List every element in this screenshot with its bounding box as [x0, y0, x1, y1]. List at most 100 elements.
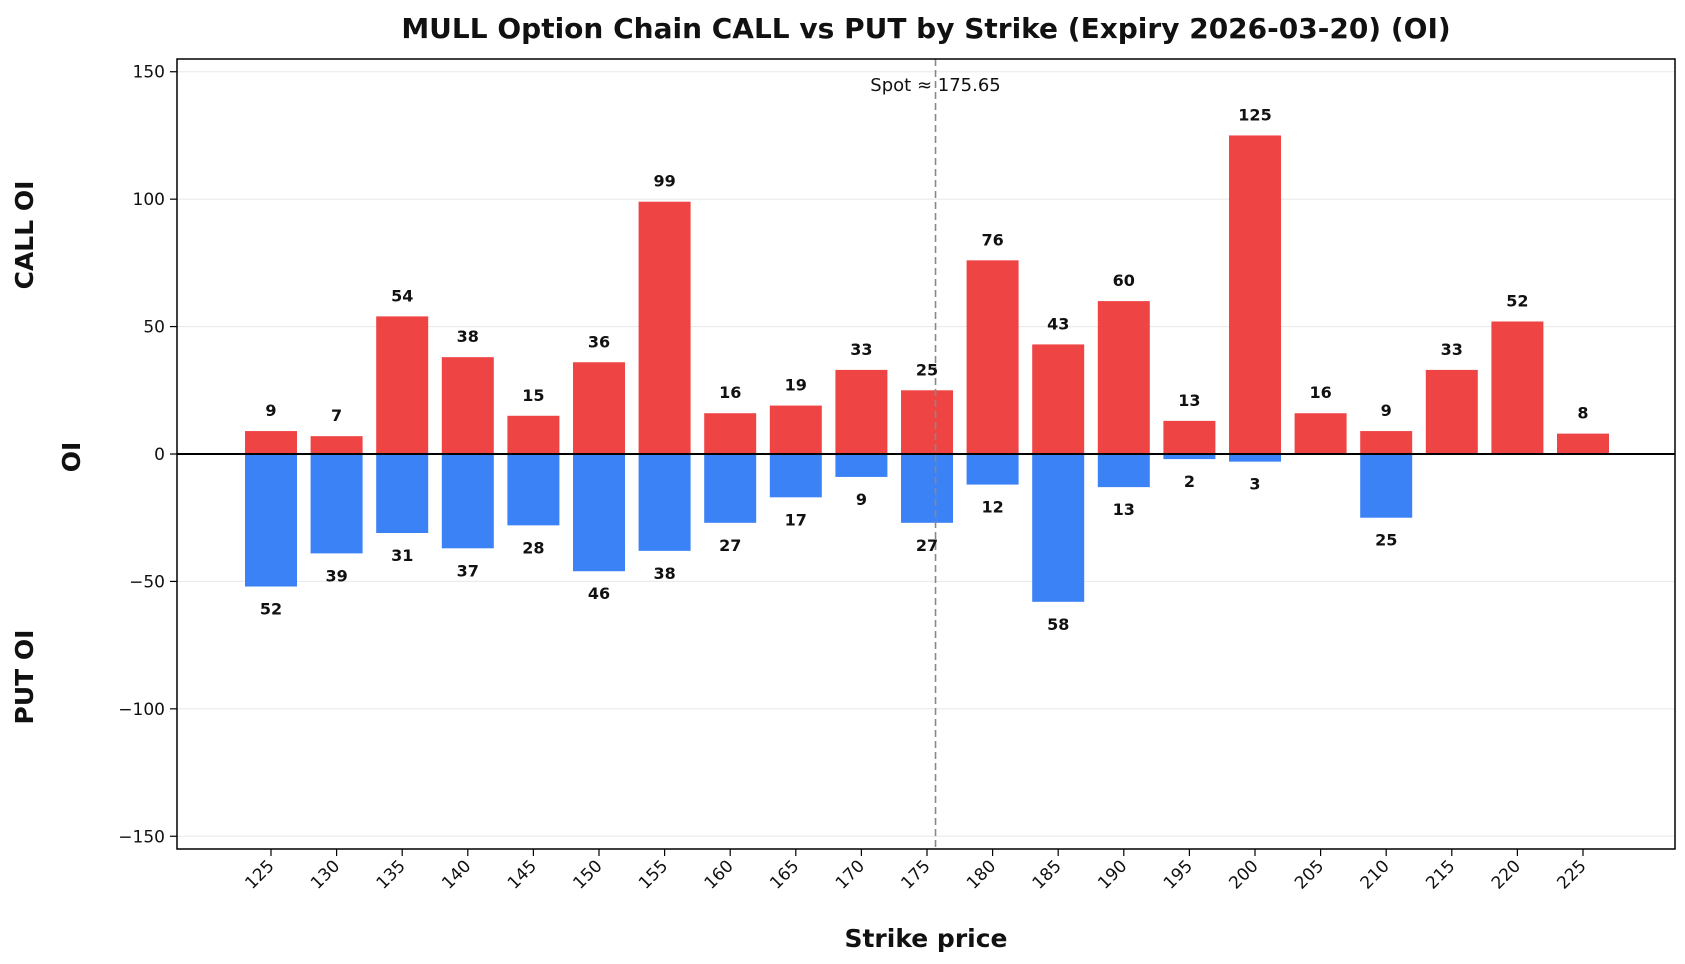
put-bar-label: 58 [1047, 615, 1069, 634]
call-bar [376, 316, 429, 454]
y-tick-label: 50 [143, 318, 165, 338]
put-bar-label: 9 [856, 490, 867, 509]
call-bar-label: 16 [1309, 383, 1331, 402]
call-bar-label: 76 [981, 230, 1003, 249]
x-axis-ticks: 125 130 135 140 145 150 155 160 165 170 175 180 185 1… [241, 849, 1591, 893]
x-tick-label: 215 [1422, 856, 1459, 893]
call-bar-label: 8 [1577, 404, 1588, 423]
call-bar-label: 125 [1238, 105, 1271, 124]
x-axis-label: Strike price [844, 924, 1007, 953]
x-tick-label: 170 [832, 856, 869, 893]
put-bar-label: 12 [981, 498, 1003, 517]
call-bar-label: 60 [1113, 271, 1135, 290]
x-tick-label: 160 [701, 856, 738, 893]
put-bar [835, 454, 888, 477]
put-bar-label: 25 [1375, 531, 1397, 550]
x-tick-label: 210 [1357, 856, 1394, 893]
call-bar [1360, 431, 1413, 454]
call-bar [835, 369, 888, 454]
bars [245, 135, 1609, 602]
x-tick-label: 125 [241, 856, 278, 893]
call-bar [966, 260, 1019, 454]
put-bar-label: 46 [588, 584, 610, 603]
x-tick-label: 225 [1553, 856, 1590, 893]
call-bar [507, 415, 560, 454]
call-bar-label: 99 [653, 172, 675, 191]
call-bar-label: 36 [588, 332, 610, 351]
put-bar [901, 454, 953, 523]
x-tick-label: 150 [569, 856, 606, 893]
put-bar [310, 454, 363, 554]
chart-title: MULL Option Chain CALL vs PUT by Strike … [401, 12, 1450, 45]
y-axis-ticks: −150 −100 −50 0 50 100 150 [118, 63, 177, 847]
call-bar-label: 52 [1506, 291, 1528, 310]
put-bar [245, 454, 297, 587]
put-bar-label: 31 [391, 546, 413, 565]
call-bar-label: 9 [1381, 401, 1392, 420]
put-bar [769, 454, 822, 498]
put-bar [441, 454, 494, 549]
call-bar [901, 390, 953, 454]
call-bar [769, 405, 822, 454]
x-tick-label: 135 [373, 856, 410, 893]
x-tick-label: 185 [1029, 856, 1066, 893]
x-tick-label: 205 [1291, 856, 1328, 893]
put-bar-label: 38 [653, 564, 675, 583]
y-axis-label: OI [57, 442, 86, 473]
call-bar [1491, 321, 1544, 454]
x-tick-label: 130 [307, 856, 344, 893]
call-bar [1163, 420, 1216, 454]
call-bar [638, 201, 691, 454]
put-bar-label: 13 [1113, 500, 1135, 519]
spot-label: Spot ≈ 175.65 [870, 75, 1000, 96]
put-bar [1097, 454, 1150, 488]
call-bar-label: 38 [457, 327, 479, 346]
call-bar [1032, 344, 1085, 454]
call-bar-label: 33 [850, 340, 872, 359]
put-bar [1032, 454, 1085, 602]
y-tick-label: −100 [118, 700, 165, 720]
put-bar-label: 52 [260, 600, 282, 619]
x-tick-label: 155 [635, 856, 672, 893]
call-bar-label: 54 [391, 286, 413, 305]
x-tick-label: 190 [1094, 856, 1131, 893]
call-bar-label: 9 [265, 401, 276, 420]
call-bar [704, 413, 757, 454]
call-bar-label: 16 [719, 383, 741, 402]
put-bar-label: 2 [1184, 472, 1195, 491]
put-bar-label: 3 [1249, 475, 1260, 494]
call-bar [1097, 301, 1150, 454]
x-tick-label: 175 [897, 856, 934, 893]
y-tick-label: −50 [129, 572, 165, 592]
x-tick-label: 140 [438, 856, 475, 893]
call-bar-label: 7 [331, 406, 342, 425]
call-bar [1294, 413, 1347, 454]
call-bar [573, 362, 625, 454]
y-tick-label: 0 [154, 445, 165, 465]
call-bar-label: 15 [522, 386, 544, 405]
y-tick-label: −150 [118, 827, 165, 847]
put-bar [376, 454, 429, 533]
call-bar-label: 25 [916, 360, 938, 379]
put-bar [704, 454, 757, 523]
call-bar-label: 33 [1441, 340, 1463, 359]
put-bar [966, 454, 1019, 485]
call-bar [1425, 369, 1478, 454]
put-bar [1229, 454, 1281, 462]
x-tick-label: 200 [1225, 856, 1262, 893]
put-bar [638, 454, 691, 551]
put-bar [573, 454, 625, 572]
call-bar-label: 13 [1178, 391, 1200, 410]
put-bar [1163, 454, 1216, 460]
put-bar-label: 28 [522, 538, 544, 557]
x-tick-label: 180 [963, 856, 1000, 893]
call-bar [310, 436, 363, 454]
put-bar [1360, 454, 1413, 518]
put-bar-label: 37 [457, 561, 479, 580]
x-tick-label: 220 [1488, 856, 1525, 893]
call-bar [245, 431, 297, 454]
y-tick-label: 150 [133, 63, 165, 83]
put-bar-label: 27 [916, 536, 938, 555]
x-tick-label: 165 [766, 856, 803, 893]
